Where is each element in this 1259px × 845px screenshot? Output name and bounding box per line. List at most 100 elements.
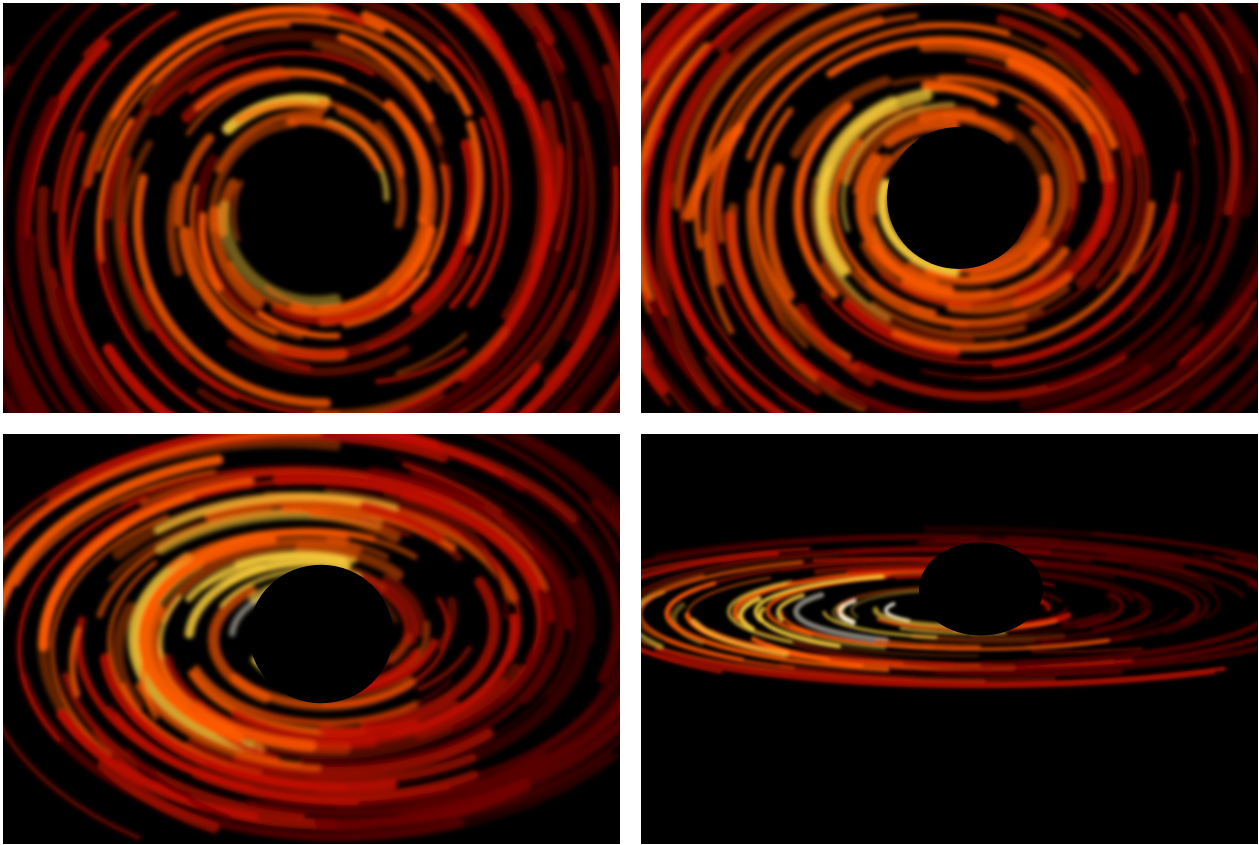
disk-streak: [548, 559, 567, 657]
disk-streak: [1131, 170, 1181, 275]
disk-streak: [436, 596, 458, 650]
disk-streak: [815, 326, 1200, 413]
disk-streak: [461, 532, 508, 620]
disk-streak: [15, 469, 216, 587]
disk-streak: [1021, 103, 1081, 267]
accretion-disk-image: [3, 434, 620, 844]
disk-streak: [809, 176, 974, 342]
disk-streak: [92, 729, 189, 803]
disk-streak: [718, 3, 1082, 148]
black-hole-shadow: [249, 564, 393, 704]
disk-streak: [564, 340, 620, 413]
disk-streak: [790, 75, 892, 159]
disk-streak: [107, 560, 263, 775]
disk-streak: [135, 682, 322, 771]
disk-streak: [1026, 124, 1069, 260]
disk-streak: [300, 654, 552, 768]
disk-streak: [518, 165, 620, 413]
disk-streak: [188, 50, 375, 95]
disk-streak: [100, 653, 398, 793]
disk-streak: [1128, 3, 1223, 177]
disk-streak: [738, 596, 762, 632]
disk-streak: [196, 387, 446, 413]
disk-streak: [174, 133, 215, 228]
disk-streak: [820, 292, 1131, 365]
black-hole-shadow: [887, 127, 1031, 269]
disk-streak: [923, 525, 1258, 561]
disk-streak: [654, 533, 1060, 560]
panel-mid-inclination-disk: [3, 434, 620, 844]
disk-streak: [324, 486, 454, 533]
disk-streak: [470, 434, 620, 563]
disk-streak: [36, 185, 130, 413]
disk-streak: [112, 110, 152, 332]
disk-streak: [1077, 321, 1205, 389]
disk-streak: [449, 116, 499, 310]
disk-streak: [52, 10, 178, 213]
disk-streak: [312, 40, 444, 145]
disk-streak: [185, 73, 389, 136]
disk-streak: [132, 173, 332, 408]
disk-streak: [105, 705, 479, 803]
disk-streak: [1079, 132, 1111, 260]
disk-streak: [519, 63, 620, 413]
disk-streak: [711, 162, 821, 396]
disk-streak: [395, 332, 468, 375]
disk-streak: [141, 284, 190, 365]
disk-streak: [3, 3, 73, 92]
disk-streak: [879, 271, 1047, 308]
disk-streak: [393, 456, 596, 646]
disk-streak: [664, 581, 890, 672]
disk-streak: [360, 10, 473, 117]
disk-streak: [259, 679, 452, 724]
disk-streak: [102, 343, 543, 413]
disk-streak: [1178, 12, 1240, 216]
disk-streak: [117, 157, 239, 400]
disk-streak: [387, 119, 437, 297]
disk-streak: [875, 638, 981, 649]
black-hole-shadow: [243, 140, 379, 276]
disk-streak: [1197, 3, 1244, 74]
disk-streak: [97, 759, 220, 834]
disk-streak: [883, 120, 960, 148]
accretion-disk-image: [641, 434, 1258, 844]
disk-streak: [746, 22, 1011, 161]
disk-streak: [153, 492, 399, 535]
disk-streak: [1005, 535, 1222, 569]
disk-streak: [1100, 3, 1188, 101]
disk-streak: [682, 124, 744, 222]
disk-streak: [1170, 331, 1258, 413]
disk-streak: [852, 114, 997, 195]
disk-streak: [507, 3, 566, 74]
disk-streak: [690, 617, 790, 657]
disk-streak: [970, 607, 1122, 637]
disk-streak: [731, 16, 885, 136]
disk-streak: [1000, 567, 1147, 612]
disk-streak: [451, 588, 551, 733]
disk-streak: [57, 130, 145, 413]
disk-streak: [764, 163, 795, 301]
disk-streak: [1084, 3, 1198, 146]
disk-streak: [641, 3, 737, 139]
disk-streak: [416, 645, 472, 692]
disk-streak: [1193, 553, 1258, 647]
disk-streak: [437, 157, 585, 413]
disk-streak: [758, 606, 841, 649]
disk-streak: [641, 560, 804, 662]
disk-streak: [82, 5, 331, 188]
disk-streak: [788, 626, 1110, 651]
disk-streak: [796, 302, 875, 387]
accretion-disk-image: [3, 3, 620, 413]
disk-streak: [704, 355, 758, 413]
disk-streak: [483, 100, 596, 413]
disk-streaks: [3, 434, 620, 842]
disk-streak: [968, 236, 1047, 279]
disk-streak: [826, 36, 1118, 150]
disk-streak: [286, 116, 383, 172]
disk-streak: [641, 589, 666, 649]
disk-streak: [793, 592, 889, 643]
disk-streak: [3, 339, 39, 413]
disk-streak: [951, 271, 1101, 332]
disk-streak: [231, 709, 394, 744]
disk-streak: [360, 576, 500, 732]
